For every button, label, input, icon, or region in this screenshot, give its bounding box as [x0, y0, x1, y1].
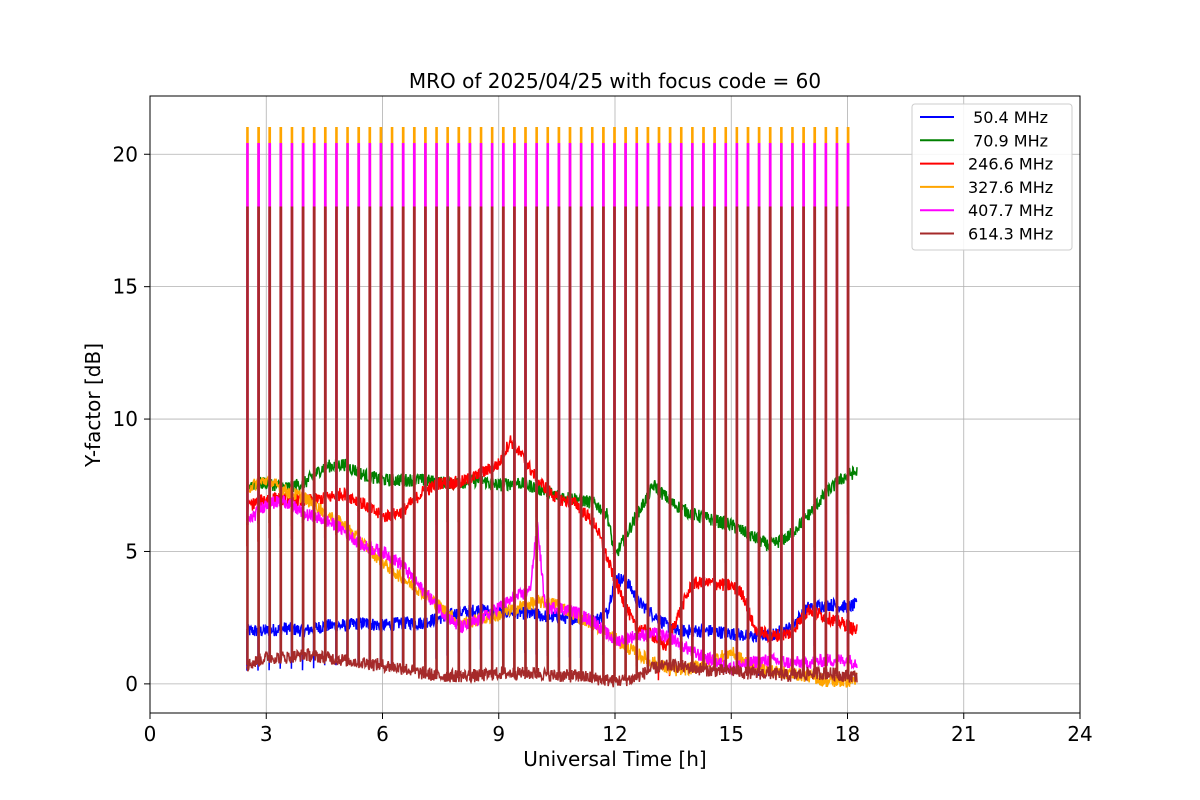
x-tick-label: 0 — [144, 722, 157, 746]
y-tick-label: 0 — [125, 672, 138, 696]
x-tick-label: 24 — [1067, 722, 1092, 746]
x-tick-label: 9 — [492, 722, 505, 746]
legend-label: 407.7 MHz — [968, 201, 1053, 220]
y-tick-label: 20 — [113, 142, 138, 166]
x-tick-label: 18 — [835, 722, 860, 746]
y-axis-label: Y-factor [dB] — [81, 343, 105, 468]
legend-label: 327.6 MHz — [968, 178, 1053, 197]
plot-series — [245, 127, 858, 688]
x-tick-label: 12 — [602, 722, 627, 746]
chart-title: MRO of 2025/04/25 with focus code = 60 — [409, 69, 821, 93]
legend-label: 246.6 MHz — [968, 155, 1053, 174]
y-tick-label: 15 — [113, 275, 138, 299]
y-tick-label: 10 — [113, 407, 138, 431]
legend: 50.4 MHz 70.9 MHz 246.6 MHz 327.6 MHz 407.7… — [911, 103, 1073, 251]
y-tick-label: 5 — [125, 539, 138, 563]
x-tick-label: 15 — [719, 722, 744, 746]
x-tick-label: 21 — [951, 722, 976, 746]
legend-label: 70.9 MHz — [968, 131, 1048, 150]
legend-label: 50.4 MHz — [968, 108, 1048, 127]
x-axis-label: Universal Time [h] — [523, 747, 706, 771]
axis-ticks: 0 3 6 9 12 15 18 21 24 0 5 10 15 20 — [113, 142, 1093, 746]
x-tick-label: 3 — [260, 722, 273, 746]
x-tick-label: 6 — [376, 722, 389, 746]
series-line — [246, 206, 858, 688]
legend-label: 614.3 MHz — [968, 225, 1053, 244]
